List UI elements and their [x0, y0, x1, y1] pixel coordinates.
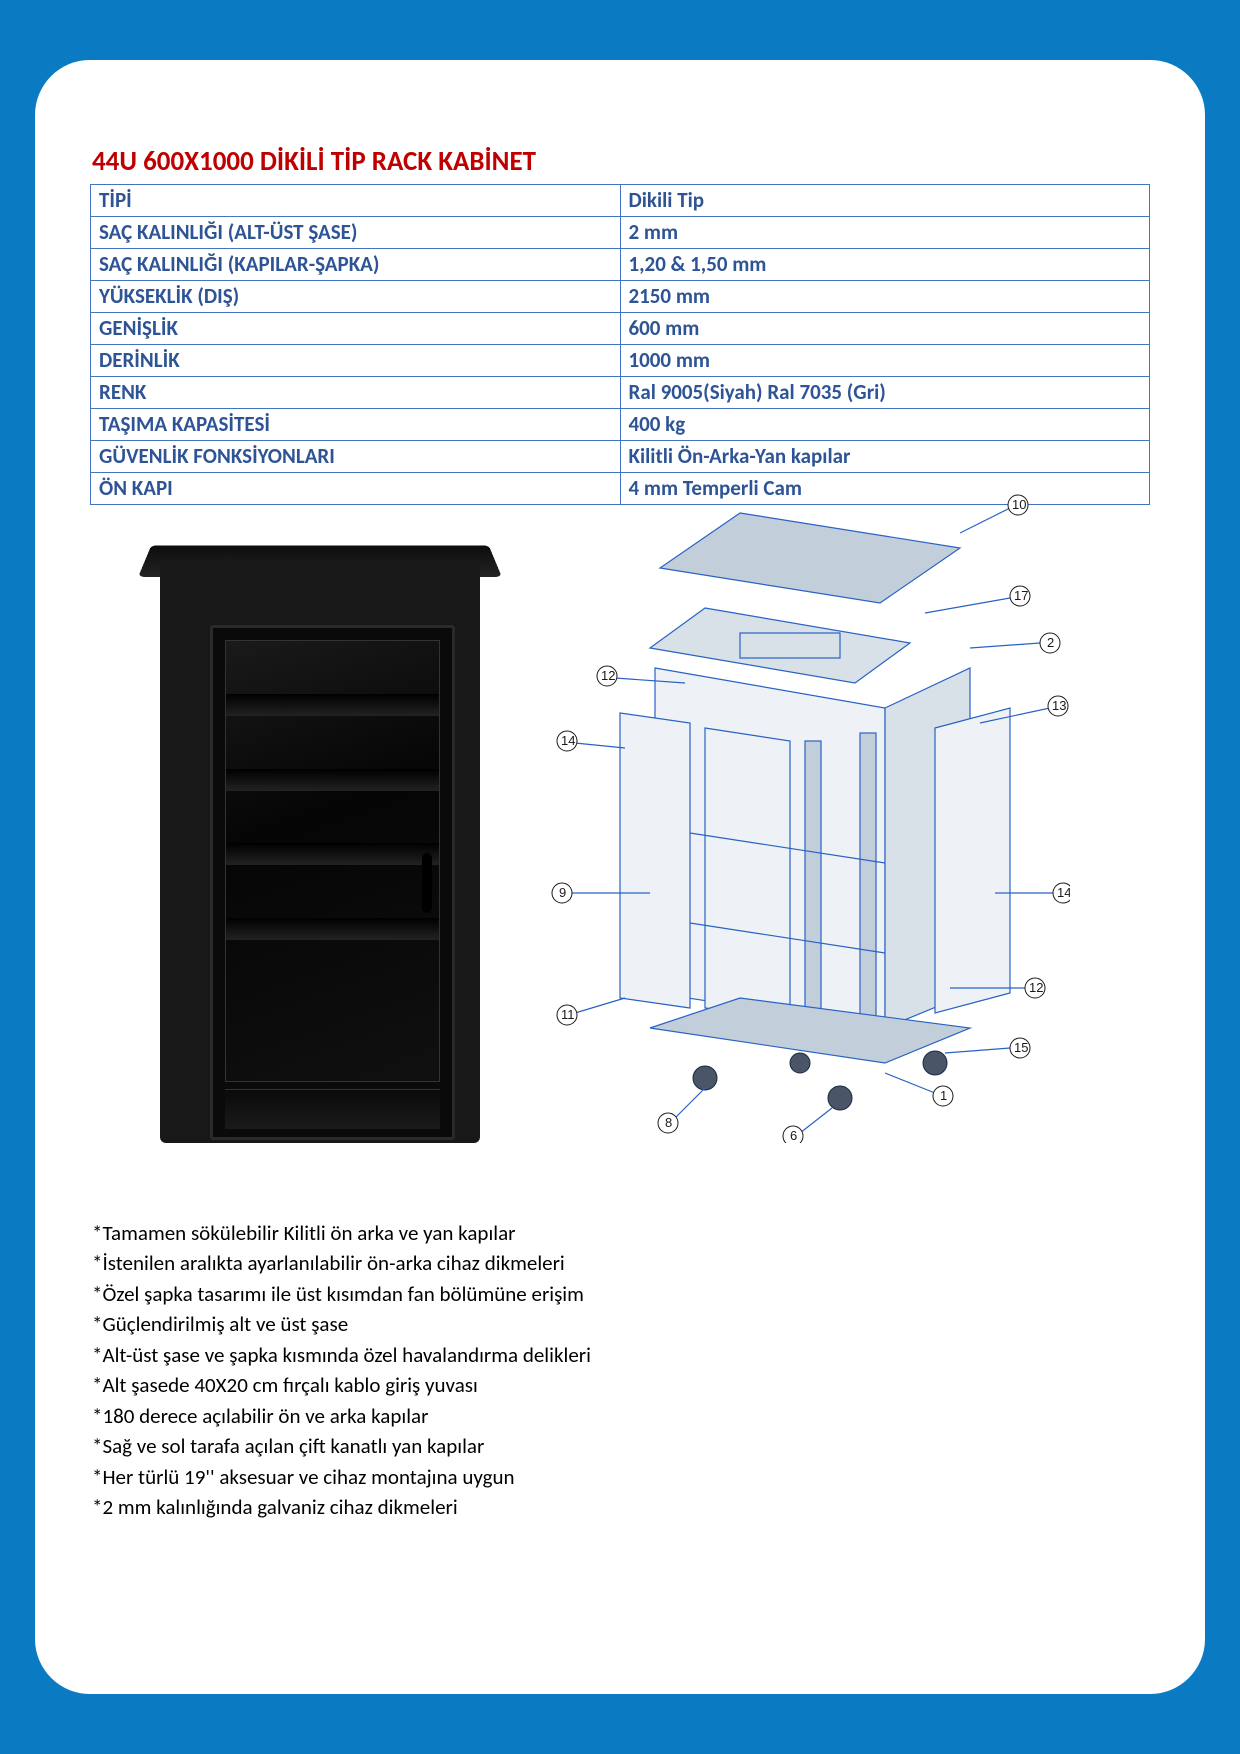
svg-text:10: 10: [1012, 497, 1026, 512]
image-row: 10 17 2 13 14 12 15 1 6 8 11 9 14 12: [90, 523, 1150, 1163]
diagram-fan-slot: [740, 633, 840, 658]
spec-label: SAÇ KALINLIĞI (KAPILAR-ŞAPKA): [91, 249, 621, 281]
exploded-diagram: 10 17 2 13 14 12 15 1 6 8 11 9 14 12: [540, 493, 1070, 1143]
spec-label: SAÇ KALINLIĞI (ALT-ÜST ŞASE): [91, 217, 621, 249]
spec-value: 1000 mm: [620, 345, 1150, 377]
diagram-top-lid: [660, 513, 960, 603]
svg-text:11: 11: [561, 1007, 575, 1022]
cabinet-shelf: [226, 694, 439, 716]
table-row: SAÇ KALINLIĞI (KAPILAR-ŞAPKA)1,20 & 1,50…: [91, 249, 1150, 281]
table-row: TİPİDikili Tip: [91, 185, 1150, 217]
spec-value: Ral 9005(Siyah) Ral 7035 (Gri): [620, 377, 1150, 409]
svg-text:12: 12: [1029, 980, 1043, 995]
table-row: GÜVENLİK FONKSİYONLARIKilitli Ön-Arka-Ya…: [91, 441, 1150, 473]
cabinet-shelf: [226, 918, 439, 940]
feature-item: *Özel şapka tasarımı ile üst kısımdan fa…: [92, 1279, 1150, 1309]
spec-value: 2150 mm: [620, 281, 1150, 313]
feature-item: *Tamamen sökülebilir Kilitli ön arka ve …: [92, 1218, 1150, 1248]
svg-text:17: 17: [1014, 588, 1028, 603]
table-row: GENİŞLİK600 mm: [91, 313, 1150, 345]
spec-value: Kilitli Ön-Arka-Yan kapılar: [620, 441, 1150, 473]
diagram-upright: [805, 741, 821, 1021]
diagram-caster: [693, 1066, 717, 1090]
feature-list: *Tamamen sökülebilir Kilitli ön arka ve …: [92, 1218, 1150, 1522]
table-row: DERİNLİK1000 mm: [91, 345, 1150, 377]
spec-value: 2 mm: [620, 217, 1150, 249]
feature-item: *Sağ ve sol tarafa açılan çift kanatlı y…: [92, 1431, 1150, 1461]
svg-text:2: 2: [1047, 635, 1054, 650]
table-row: TAŞIMA KAPASİTESİ400 kg: [91, 409, 1150, 441]
spec-value: 400 kg: [620, 409, 1150, 441]
spec-label: GÜVENLİK FONKSİYONLARI: [91, 441, 621, 473]
svg-text:8: 8: [665, 1115, 672, 1130]
feature-item: *180 derece açılabilir ön ve arka kapıla…: [92, 1401, 1150, 1431]
diagram-front-panel-left: [620, 713, 690, 1008]
spec-table: TİPİDikili Tip SAÇ KALINLIĞI (ALT-ÜST ŞA…: [90, 184, 1150, 505]
table-row: RENKRal 9005(Siyah) Ral 7035 (Gri): [91, 377, 1150, 409]
svg-text:6: 6: [790, 1128, 797, 1143]
feature-item: *Güçlendirilmiş alt ve üst şase: [92, 1309, 1150, 1339]
cabinet-glass: [225, 640, 440, 1082]
svg-text:9: 9: [559, 885, 566, 900]
svg-text:12: 12: [601, 668, 615, 683]
product-title: 44U 600X1000 DİKİLİ TİP RACK KABİNET: [92, 145, 1150, 178]
spec-label: TİPİ: [91, 185, 621, 217]
spec-label: RENK: [91, 377, 621, 409]
feature-item: *2 mm kalınlığında galvaniz cihaz dikmel…: [92, 1492, 1150, 1522]
diagram-svg: 10 17 2 13 14 12 15 1 6 8 11 9 14 12: [540, 493, 1070, 1143]
diagram-caster: [828, 1086, 852, 1110]
svg-text:13: 13: [1052, 698, 1066, 713]
spec-value: 1,20 & 1,50 mm: [620, 249, 1150, 281]
spec-value: Dikili Tip: [620, 185, 1150, 217]
svg-text:15: 15: [1014, 1040, 1028, 1055]
cabinet-door: [210, 625, 455, 1140]
svg-text:1: 1: [940, 1088, 947, 1103]
cabinet-handle: [422, 853, 432, 913]
feature-item: *Her türlü 19'' aksesuar ve cihaz montaj…: [92, 1462, 1150, 1492]
table-row: YÜKSEKLİK (DIŞ)2150 mm: [91, 281, 1150, 313]
feature-item: *İstenilen aralıkta ayarlanılabilir ön-a…: [92, 1248, 1150, 1278]
spec-label: YÜKSEKLİK (DIŞ): [91, 281, 621, 313]
svg-text:14: 14: [1057, 885, 1070, 900]
page-card: 44U 600X1000 DİKİLİ TİP RACK KABİNET TİP…: [35, 60, 1205, 1694]
diagram-right-panel: [935, 708, 1010, 1013]
feature-item: *Alt-üst şase ve şapka kısmında özel hav…: [92, 1340, 1150, 1370]
cabinet-shelf: [226, 769, 439, 791]
spec-label: TAŞIMA KAPASİTESİ: [91, 409, 621, 441]
cabinet-shelf: [226, 843, 439, 865]
diagram-caster: [790, 1053, 810, 1073]
feature-item: *Alt şasede 40X20 cm fırçalı kablo giriş…: [92, 1370, 1150, 1400]
cabinet-base-panel: [225, 1089, 440, 1129]
diagram-caster: [923, 1051, 947, 1075]
diagram-upright: [860, 733, 876, 1018]
cabinet-photo: [130, 523, 510, 1163]
table-row: SAÇ KALINLIĞI (ALT-ÜST ŞASE)2 mm: [91, 217, 1150, 249]
spec-label: DERİNLİK: [91, 345, 621, 377]
spec-table-body: TİPİDikili Tip SAÇ KALINLIĞI (ALT-ÜST ŞA…: [91, 185, 1150, 505]
svg-text:14: 14: [561, 733, 575, 748]
spec-label: GENİŞLİK: [91, 313, 621, 345]
spec-value: 600 mm: [620, 313, 1150, 345]
diagram-front-panel-mid: [705, 728, 790, 1018]
cabinet-body: [160, 563, 480, 1143]
